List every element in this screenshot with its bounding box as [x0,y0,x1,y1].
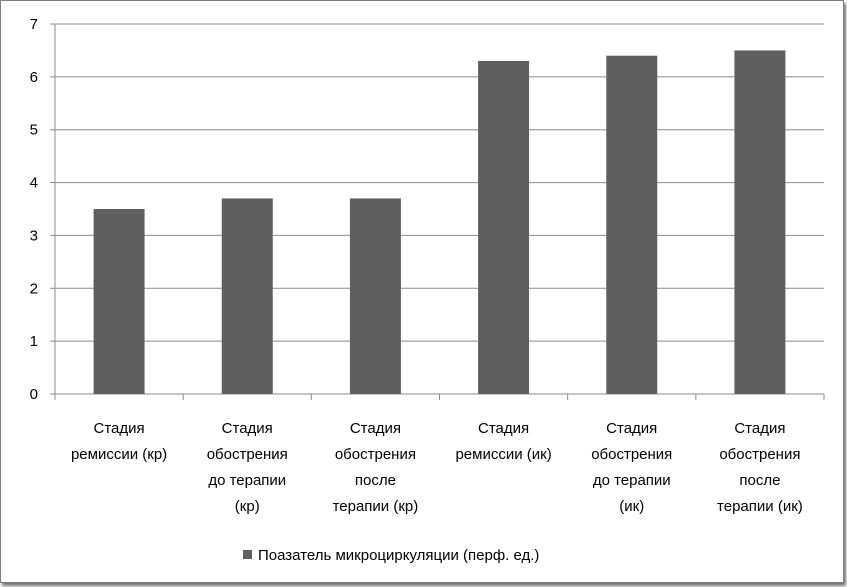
y-tick-label: 2 [30,280,38,297]
x-category-label: обострения [207,446,288,463]
x-category-label: после [739,472,780,489]
x-category-label: ремиссии (ик) [455,446,551,463]
x-category-label: Стадия [734,420,785,437]
bars [93,50,786,395]
x-category-label: Стадия [222,420,273,437]
x-category-label: ремиссии (кр) [71,446,167,463]
x-category-label: Стадия [606,420,657,437]
y-tick-label: 3 [30,227,38,244]
legend-label: Поазатель микроциркуляции (перф. ед.) [258,547,539,564]
x-category-label: до терапии [593,472,671,489]
y-tick-label: 4 [30,175,38,192]
x-category-label: Стадия [350,420,401,437]
gridlines [55,23,824,342]
y-tick-labels: 0 1 2 3 4 5 6 7 [30,16,38,403]
bar [734,50,786,395]
x-category-label: после [355,472,396,489]
x-category-label: терапии (ик) [717,498,803,515]
x-category-label: (ик) [619,498,644,515]
x-category-label: Стадия [94,420,145,437]
x-category-label: обострения [335,446,416,463]
y-tick-label: 1 [30,333,38,350]
y-tick-label: 6 [30,69,38,86]
x-category-label: до терапии [208,472,286,489]
bar [93,209,145,394]
axes [50,23,825,400]
x-category-label: обострения [719,446,800,463]
x-category-label: (кр) [235,498,260,515]
x-category-label: обострения [591,446,672,463]
x-category-label: терапии (кр) [333,498,419,515]
bar [221,198,273,394]
y-tick-label: 0 [30,386,38,403]
legend: Поазатель микроциркуляции (перф. ед.) [243,547,539,564]
bar [349,198,401,394]
y-tick-label: 7 [30,16,38,33]
x-category-labels: Стадия ремиссии (кр) Стадия обострения до те… [71,420,803,515]
bar [606,55,658,394]
x-category-label: Стадия [478,420,529,437]
bar [478,61,530,394]
legend-swatch [243,550,252,559]
y-tick-label: 5 [30,122,38,139]
